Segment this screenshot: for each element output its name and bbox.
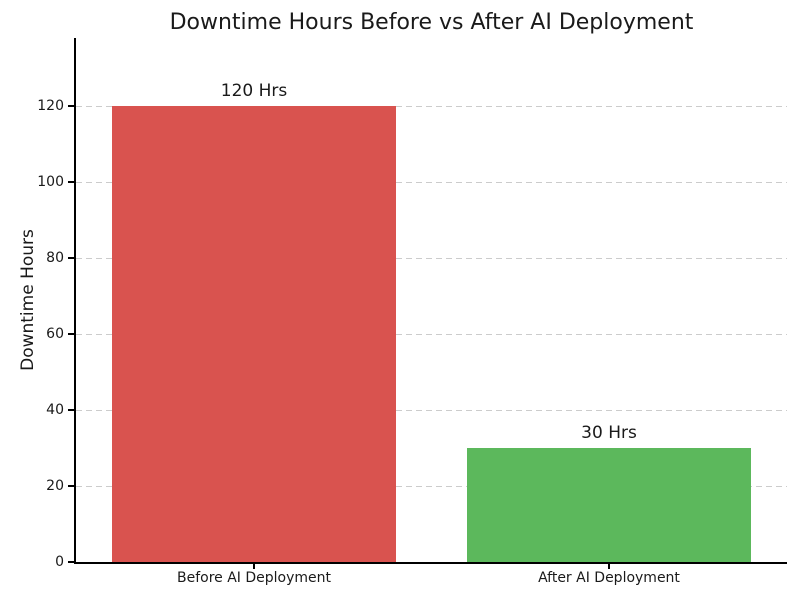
y-tick-mark-120 [68,105,74,108]
x-tick-mark-0 [253,564,255,569]
x-tick-label-1: After AI Deployment [538,570,680,586]
y-tick-label-0: 0 [55,554,64,570]
y-tick-label-40: 40 [46,402,64,418]
y-tick-mark-80 [68,257,74,260]
gridline-y-20 [76,485,787,487]
y-tick-mark-100 [68,181,74,184]
y-axis-spine [74,38,76,564]
bar-0 [112,106,396,562]
bar-value-label-0: 120 Hrs [220,81,288,101]
y-tick-mark-20 [68,485,74,488]
y-tick-label-120: 120 [37,98,64,114]
bar-value-label-1: 30 Hrs [581,423,637,443]
x-axis-spine [74,562,787,564]
x-tick-label-0: Before AI Deployment [176,570,331,586]
gridline-y-60 [76,333,787,335]
gridline-y-40 [76,409,787,411]
y-tick-label-60: 60 [46,326,64,342]
y-tick-mark-40 [68,409,74,412]
gridline-y-80 [76,257,787,259]
y-tick-label-100: 100 [37,174,64,190]
y-tick-label-80: 80 [46,250,64,266]
y-tick-label-20: 20 [46,478,64,494]
gridline-y-120 [76,105,787,107]
bar-1 [467,448,751,562]
x-tick-mark-1 [608,564,610,569]
y-tick-mark-60 [68,333,74,336]
chart-title: Downtime Hours Before vs After AI Deploy… [169,10,694,35]
gridline-y-100 [76,181,787,183]
y-tick-mark-0 [68,561,74,563]
